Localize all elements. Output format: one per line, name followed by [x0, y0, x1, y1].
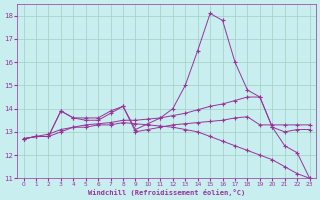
X-axis label: Windchill (Refroidissement éolien,°C): Windchill (Refroidissement éolien,°C) [88, 189, 245, 196]
